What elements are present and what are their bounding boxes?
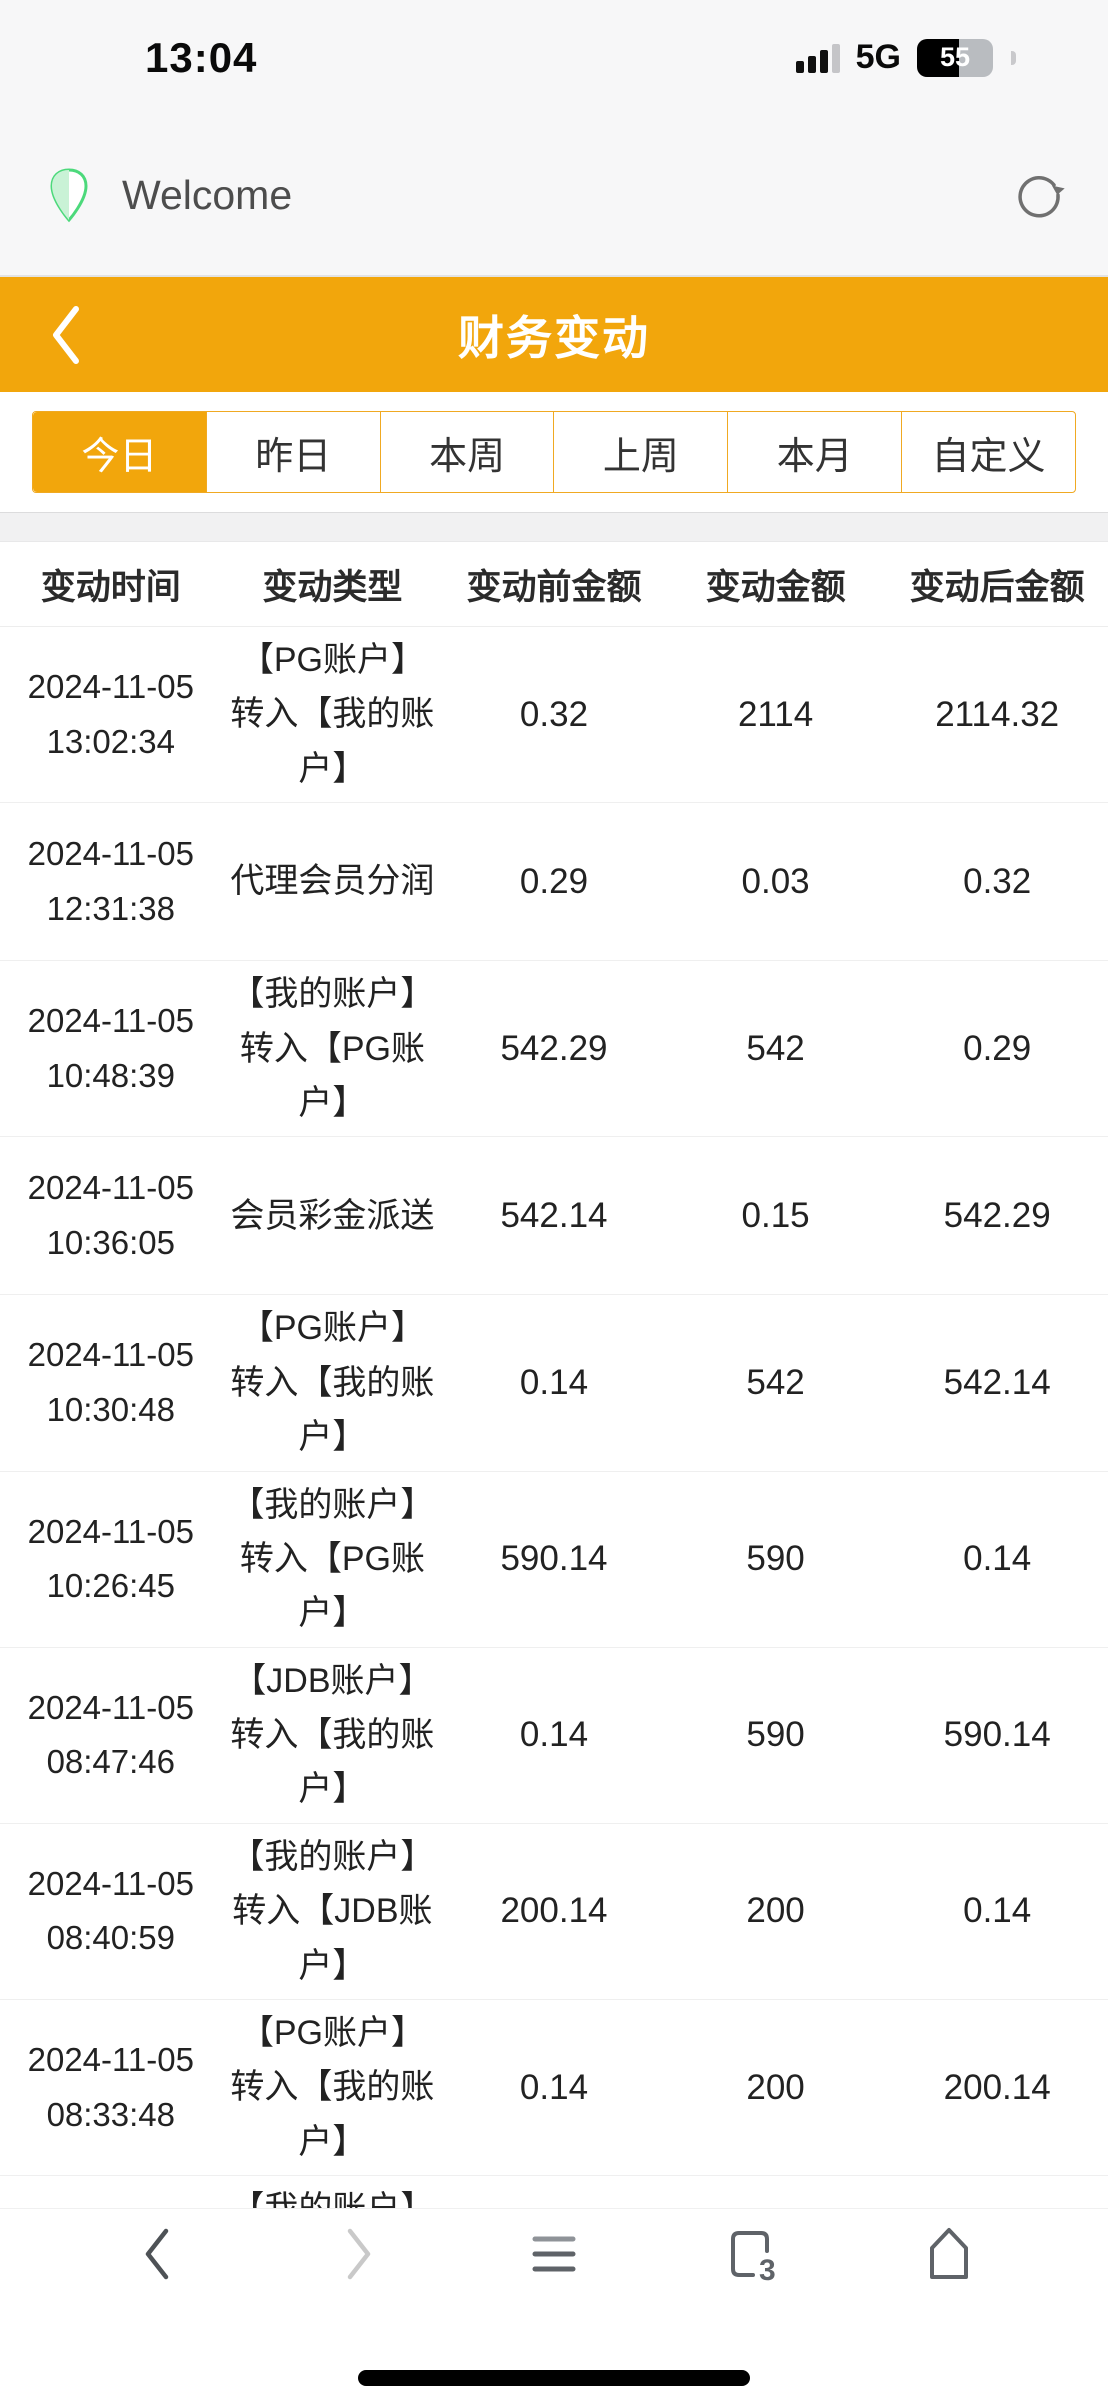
col-header-time: 变动时间 (40, 567, 181, 607)
browser-title-bar: Welcome (0, 115, 1108, 277)
battery-cap (1011, 50, 1016, 65)
cell-time: 2024-11-05 08:47:46 (27, 1688, 194, 1781)
cell-type: 【PG账户】转入【我的账户】 (230, 1309, 435, 1457)
cell-amount: 200 (746, 1891, 805, 1931)
cell-amount: 590 (746, 1539, 805, 1579)
cell-amount: 0.15 (741, 1195, 810, 1235)
cell-amount: 2114 (737, 694, 814, 734)
cell-type: 【我的账户】转入【PG账户】 (222, 2182, 444, 2208)
col-header-before: 变动前金额 (466, 567, 642, 607)
table-row: 2024-11-05 10:30:48 【PG账户】转入【我的账户】 0.14 5… (0, 1295, 1108, 1472)
battery-percent: 55 (939, 42, 971, 72)
cell-amount: 200 (746, 2067, 805, 2107)
section-divider (0, 512, 1108, 542)
tab-this-week[interactable]: 本周 (379, 412, 554, 492)
tab-label: 今日 (81, 435, 158, 478)
cell-after: 0.14 (963, 1539, 1032, 1579)
battery-icon: 55 (917, 38, 993, 77)
cell-before: 590.14 (500, 1539, 608, 1579)
col-header-type: 变动类型 (262, 567, 403, 607)
nav-menu-icon[interactable] (523, 2223, 585, 2285)
cell-time: 2024-11-05 13:02:34 (27, 668, 194, 760)
browser-bottom-nav: 3 (0, 2208, 1108, 2400)
cell-type: 【PG账户】转入【我的账户】 (230, 2014, 435, 2161)
cell-after: 2114.32 (935, 694, 1060, 734)
tab-last-week[interactable]: 上周 (553, 412, 728, 492)
back-icon[interactable] (46, 303, 86, 367)
home-indicator-bar[interactable] (358, 2370, 750, 2386)
table-row: 2024-11-05 13:02:34 【PG账户】转入【我的账户】 0.32 2… (0, 627, 1108, 804)
cell-type: 【我的账户】转入【PG账户】 (230, 1485, 435, 1633)
clock: 13:04 (145, 33, 258, 81)
table-header-row: 变动时间 变动类型 变动前金额 变动金额 变动后金额 (0, 542, 1108, 627)
network-type-label: 5G (855, 38, 901, 76)
tab-this-month[interactable]: 本月 (727, 412, 902, 492)
cell-after: 590.14 (943, 1715, 1051, 1755)
table-row: 2024-11-05 08:40:59 【我的账户】转入【JDB账户】 200.1… (0, 1824, 1108, 2001)
secure-shield-icon (48, 167, 90, 223)
tab-label: 昨日 (255, 435, 332, 478)
col-header-amount: 变动金额 (705, 567, 846, 607)
refresh-icon[interactable] (1014, 169, 1066, 221)
cell-type: 【我的账户】转入【PG账户】 (230, 975, 435, 1122)
page-title-welcome: Welcome (122, 171, 293, 218)
tab-label: 上周 (602, 435, 679, 478)
tab-custom[interactable]: 自定义 (901, 412, 1075, 492)
cell-before: 542.29 (500, 1028, 608, 1068)
signal-strength-icon (795, 43, 840, 73)
cell-time: 2024-11-05 10:26:45 (27, 1512, 194, 1605)
date-filter-tabs: 今日 昨日 本周 上周 本月 自定义 (0, 392, 1108, 512)
tab-label: 自定义 (931, 435, 1046, 478)
tab-count-label: 3 (759, 2254, 776, 2285)
cell-after: 542.29 (943, 1195, 1051, 1235)
table-row: 2024-11-05 08:33:48 【PG账户】转入【我的账户】 0.14 2… (0, 2000, 1108, 2177)
table-row: 2024-11-05 12:31:38 代理会员分润 0.29 0.03 0.32 (0, 803, 1108, 962)
transactions-table: 变动时间 变动类型 变动前金额 变动金额 变动后金额 2024-11-05 13:… (0, 542, 1108, 2208)
cell-type: 会员彩金派送 (230, 1196, 435, 1235)
status-bar: 13:04 5G 55 (0, 0, 1108, 115)
tab-label: 本月 (776, 435, 853, 478)
table-row: 2024-11-05 10:36:05 会员彩金派送 542.14 0.15 54… (0, 1137, 1108, 1296)
cell-after: 0.14 (963, 1891, 1032, 1931)
cell-type: 【JDB账户】转入【我的账户】 (230, 1661, 435, 1809)
tab-label: 本周 (429, 435, 506, 478)
nav-tabs-icon[interactable]: 3 (721, 2223, 783, 2285)
cell-after: 200.14 (943, 2067, 1051, 2107)
cell-after: 542.14 (943, 1362, 1051, 1402)
cell-before: 200.14 (500, 1891, 608, 1931)
cell-time: 2024-11-05 08:40:59 (27, 1865, 194, 1957)
cell-time: 2024-11-05 10:48:39 (27, 1002, 194, 1094)
cell-type: 【我的账户】转入【JDB账户】 (230, 1837, 435, 1985)
cell-before: 0.14 (519, 2067, 589, 2107)
table-row: 2024-11-05 10:48:39 【我的账户】转入【PG账户】 542.29… (0, 961, 1108, 1138)
cell-time: 2024-11-05 08:33:48 (27, 2041, 194, 2133)
cell-before: 0.14 (519, 1715, 589, 1755)
nav-home-icon[interactable] (918, 2223, 980, 2285)
col-header-after: 变动后金额 (909, 567, 1085, 607)
cell-before: 542.14 (500, 1195, 608, 1235)
cell-before: 0.29 (519, 861, 589, 901)
nav-forward-icon (326, 2223, 388, 2285)
cell-amount: 0.03 (741, 861, 810, 901)
cell-before: 0.32 (519, 694, 589, 734)
nav-back-icon[interactable] (128, 2223, 190, 2285)
tab-yesterday[interactable]: 昨日 (205, 412, 380, 492)
page-title: 财务变动 (458, 311, 650, 364)
table-row: 2024-11-05 10:26:45 【我的账户】转入【PG账户】 590.14… (0, 1472, 1108, 1648)
cell-after: 0.29 (963, 1028, 1032, 1068)
cell-amount: 542 (746, 1362, 805, 1402)
app-header: 财务变动 (0, 277, 1108, 392)
cell-time: 2024-11-05 12:31:38 (27, 835, 194, 927)
cell-time: 2024-11-05 10:36:05 (27, 1169, 194, 1261)
cell-type: 【PG账户】转入【我的账户】 (230, 641, 435, 788)
cell-before: 0.14 (519, 1362, 589, 1402)
tab-today[interactable]: 今日 (33, 412, 206, 492)
cell-amount: 590 (746, 1715, 805, 1755)
table-row: 2024-11-05 08:47:46 【JDB账户】转入【我的账户】 0.14 … (0, 1648, 1108, 1824)
cell-type: 代理会员分润 (230, 862, 435, 901)
cell-time: 2024-11-05 10:30:48 (27, 1336, 194, 1428)
cell-amount: 542 (746, 1028, 805, 1068)
cell-after: 0.32 (963, 861, 1032, 901)
